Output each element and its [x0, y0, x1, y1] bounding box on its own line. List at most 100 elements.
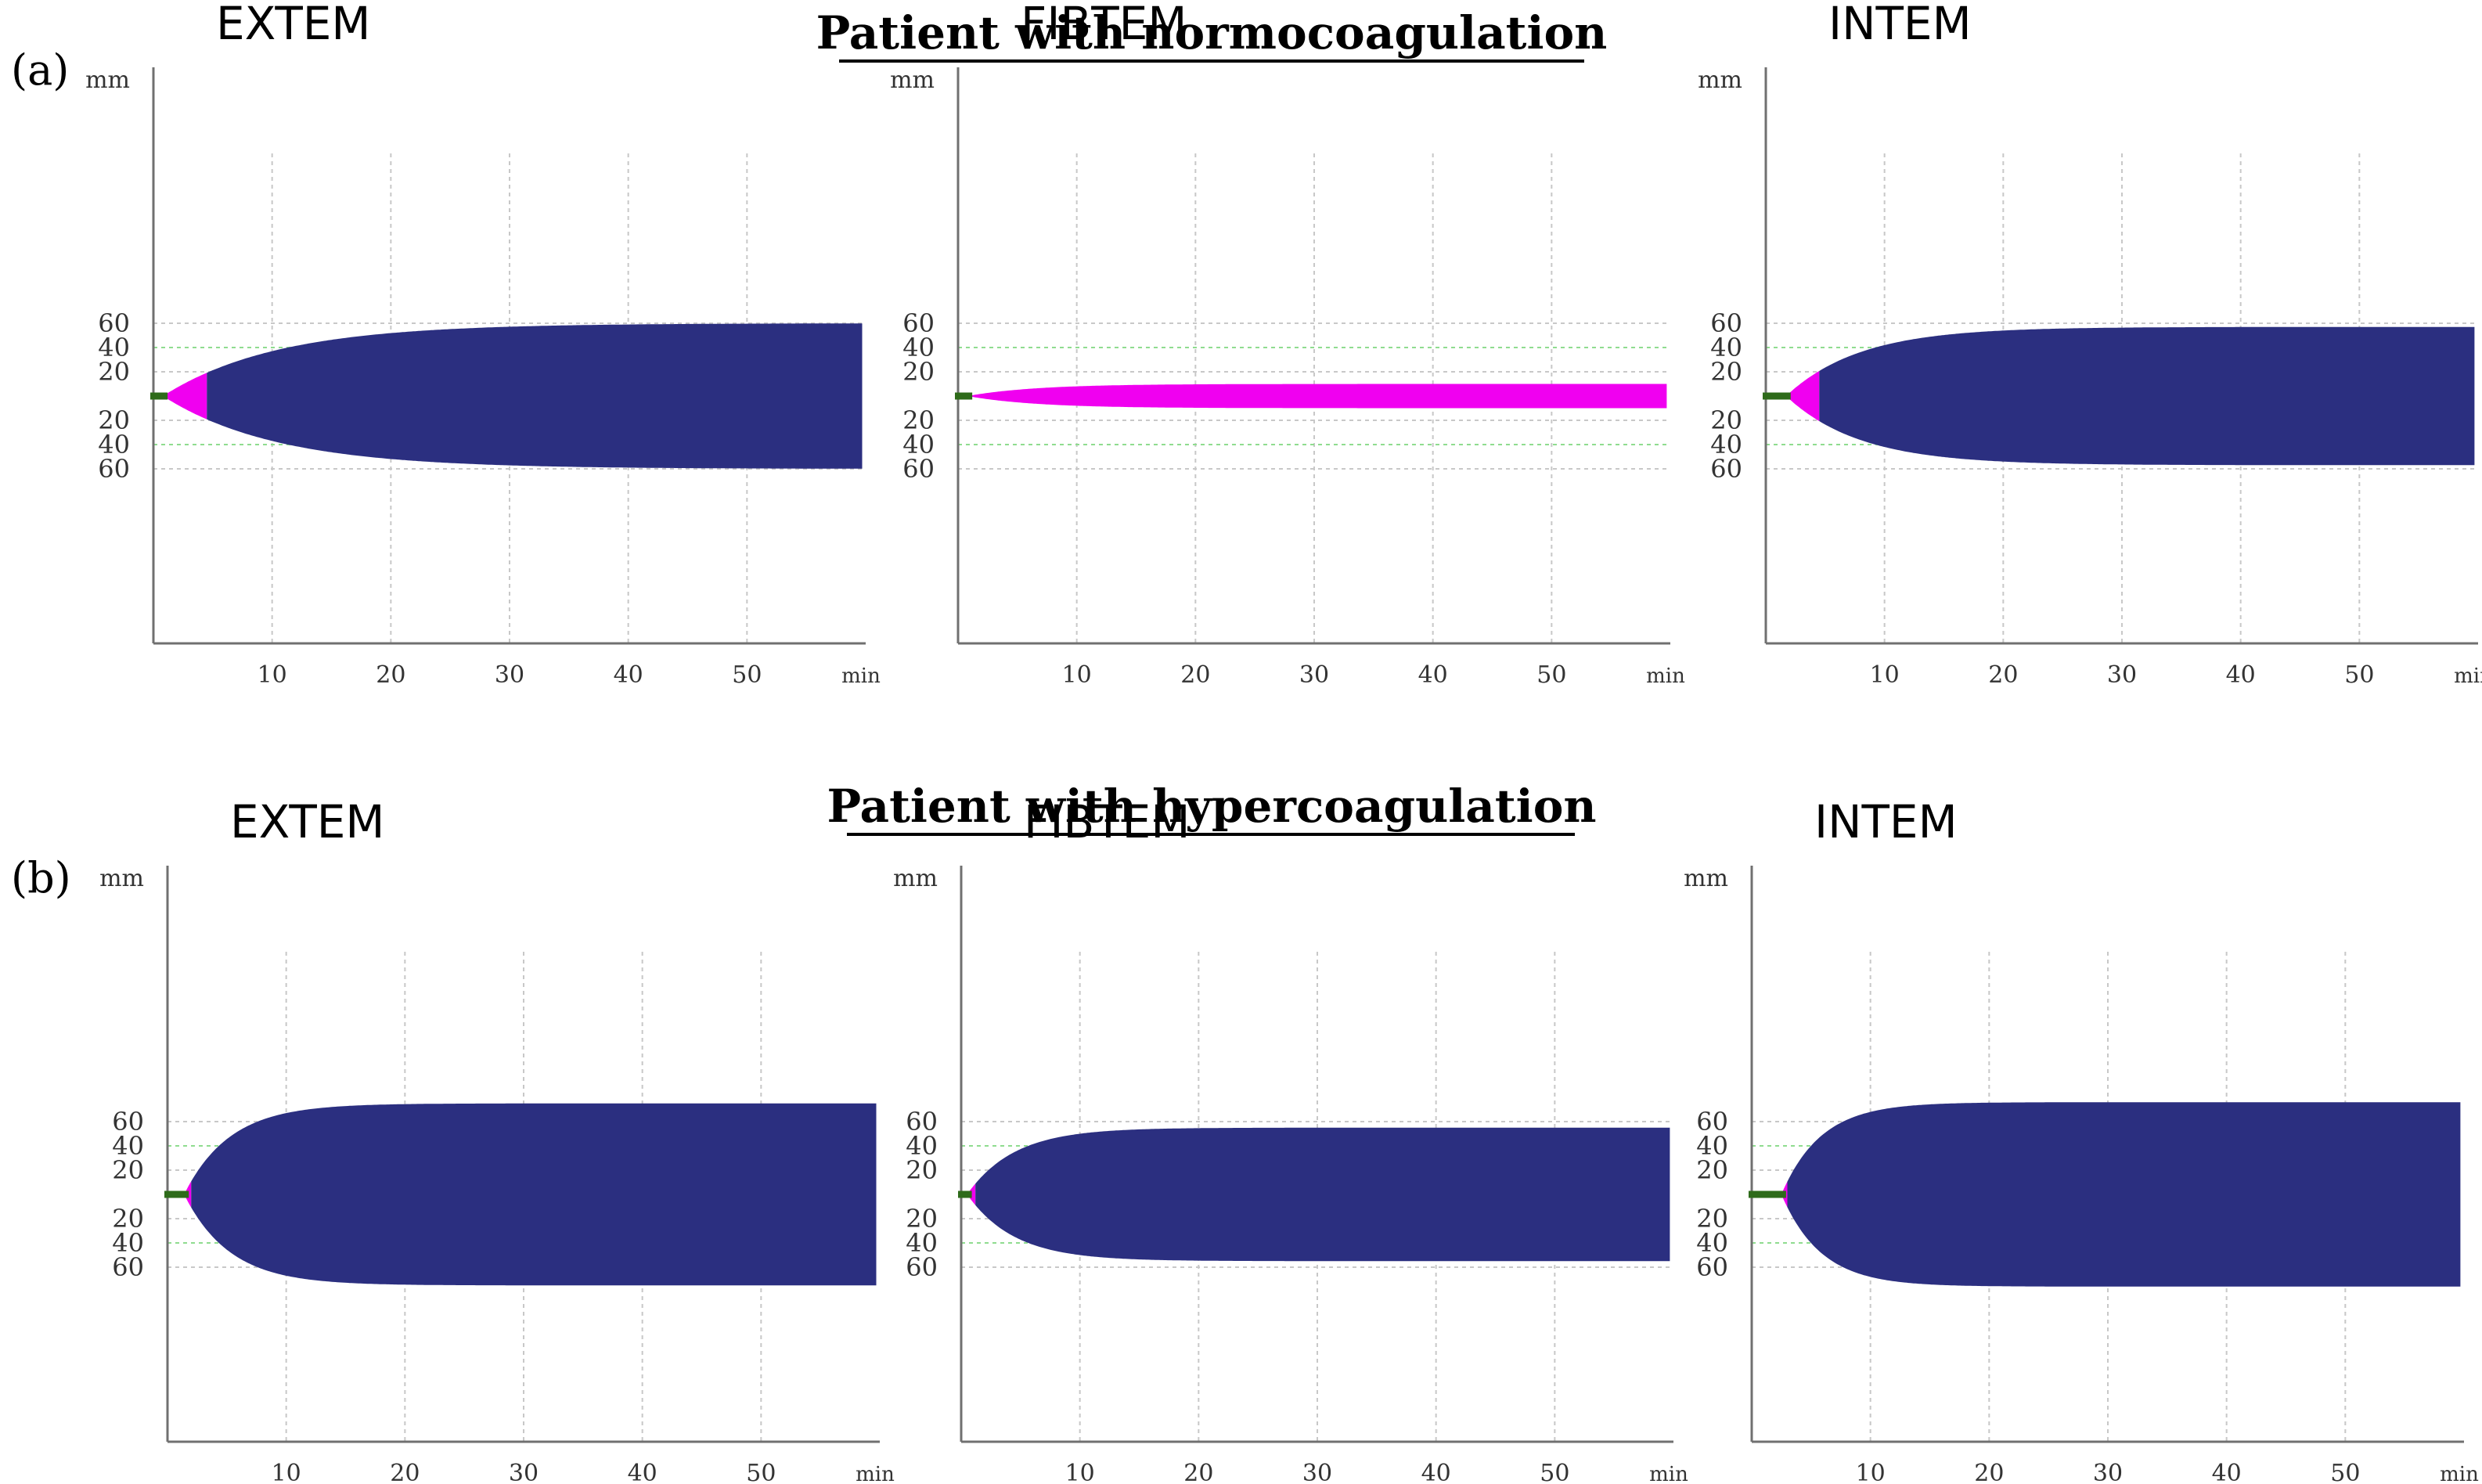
y-tick-label: 20 [902, 357, 935, 387]
y-axis-label: mm [890, 67, 935, 94]
chart-title: EXTEM [216, 0, 370, 50]
y-tick-label: 40 [906, 1228, 938, 1258]
y-tick-label: 40 [1696, 1131, 1728, 1161]
x-tick-label: 40 [614, 661, 643, 689]
x-axis-label: min [2440, 1463, 2479, 1484]
x-tick-label: 40 [1421, 1460, 1451, 1484]
y-tick-label: 60 [98, 454, 130, 484]
y-tick-label: 40 [112, 1131, 144, 1161]
section-b-title: Patient with hypercoagulation [827, 780, 1596, 833]
x-tick-label: 30 [495, 661, 524, 689]
y-tick-label: 60 [1696, 1252, 1728, 1282]
y-tick-label: 20 [1710, 405, 1742, 435]
clot-curve-main [975, 1127, 1670, 1262]
chart-title: FIBTEM [1024, 795, 1190, 848]
x-tick-label: 10 [1870, 661, 1900, 689]
y-tick-label: 40 [902, 430, 935, 459]
y-tick-label: 20 [112, 1155, 144, 1185]
chart-title: INTEM [1828, 0, 1972, 50]
x-tick-label: 30 [1299, 661, 1329, 689]
x-tick-label: 20 [390, 1460, 420, 1484]
x-tick-label: 20 [1974, 1460, 2004, 1484]
y-tick-label: 40 [906, 1131, 938, 1161]
clot-curve-early [158, 373, 207, 420]
x-tick-label: 20 [1183, 1460, 1213, 1484]
clot-curve-early [963, 384, 1667, 409]
x-axis-label: min [1646, 665, 1685, 688]
x-tick-label: 40 [2212, 1460, 2242, 1484]
clot-curve-main [191, 1103, 877, 1286]
y-tick-label: 40 [112, 1228, 144, 1258]
y-tick-label: 40 [98, 430, 130, 459]
clot-curve-early [1781, 371, 1820, 421]
y-tick-label: 60 [902, 308, 935, 338]
x-tick-label: 10 [258, 661, 287, 689]
x-tick-label: 50 [746, 1460, 776, 1484]
y-tick-label: 20 [902, 405, 935, 435]
y-tick-label: 60 [98, 308, 130, 338]
y-tick-label: 40 [1710, 333, 1742, 362]
y-axis-label: mm [1698, 67, 1742, 94]
y-tick-label: 20 [98, 405, 130, 435]
y-axis-label: mm [893, 865, 938, 892]
x-tick-label: 50 [2330, 1460, 2360, 1484]
x-tick-label: 50 [1536, 661, 1566, 689]
x-axis-label: min [841, 665, 881, 688]
y-tick-label: 60 [1696, 1107, 1728, 1136]
chart-title: FIBTEM [1021, 0, 1187, 50]
y-axis-label: mm [1684, 865, 1728, 892]
x-tick-label: 20 [376, 661, 405, 689]
y-tick-label: 60 [1710, 308, 1742, 338]
clot-curve-main [207, 323, 863, 469]
x-tick-label: 50 [2344, 661, 2374, 689]
y-tick-label: 60 [906, 1252, 938, 1282]
y-tick-label: 20 [906, 1204, 938, 1234]
y-tick-label: 60 [902, 454, 935, 484]
y-tick-label: 20 [906, 1155, 938, 1185]
y-tick-label: 40 [98, 333, 130, 362]
x-tick-label: 40 [628, 1460, 657, 1484]
y-axis-label: mm [85, 67, 130, 94]
x-tick-label: 20 [1988, 661, 2018, 689]
x-tick-label: 30 [509, 1460, 539, 1484]
chart-title: INTEM [1814, 795, 1958, 848]
y-tick-label: 20 [1696, 1204, 1728, 1234]
y-tick-label: 60 [1710, 454, 1742, 484]
x-tick-label: 20 [1180, 661, 1210, 689]
y-tick-label: 20 [1710, 357, 1742, 387]
y-tick-label: 40 [1710, 430, 1742, 459]
panel-a-label: (a) [11, 45, 69, 95]
x-tick-label: 10 [1856, 1460, 1886, 1484]
y-tick-label: 40 [1696, 1228, 1728, 1258]
x-tick-label: 10 [1065, 1460, 1095, 1484]
x-tick-label: 40 [1418, 661, 1448, 689]
clot-curve-main [1787, 1102, 2461, 1287]
x-tick-label: 10 [272, 1460, 301, 1484]
clot-curve-main [1819, 326, 2475, 466]
x-axis-label: min [2454, 665, 2482, 688]
x-tick-label: 50 [732, 661, 762, 689]
panel-b-label: (b) [11, 853, 71, 902]
x-tick-label: 30 [1302, 1460, 1332, 1484]
x-axis-label: min [856, 1463, 895, 1484]
x-tick-label: 50 [1540, 1460, 1569, 1484]
y-tick-label: 40 [902, 333, 935, 362]
y-tick-label: 60 [112, 1252, 144, 1282]
y-axis-label: mm [99, 865, 144, 892]
y-tick-label: 20 [98, 357, 130, 387]
y-tick-label: 20 [1696, 1155, 1728, 1185]
y-tick-label: 60 [112, 1107, 144, 1136]
chart-title: EXTEM [230, 795, 384, 848]
x-axis-label: min [1649, 1463, 1688, 1484]
x-tick-label: 10 [1062, 661, 1092, 689]
y-tick-label: 20 [112, 1204, 144, 1234]
section-a-title: Patient with normocoagulation [816, 6, 1608, 59]
